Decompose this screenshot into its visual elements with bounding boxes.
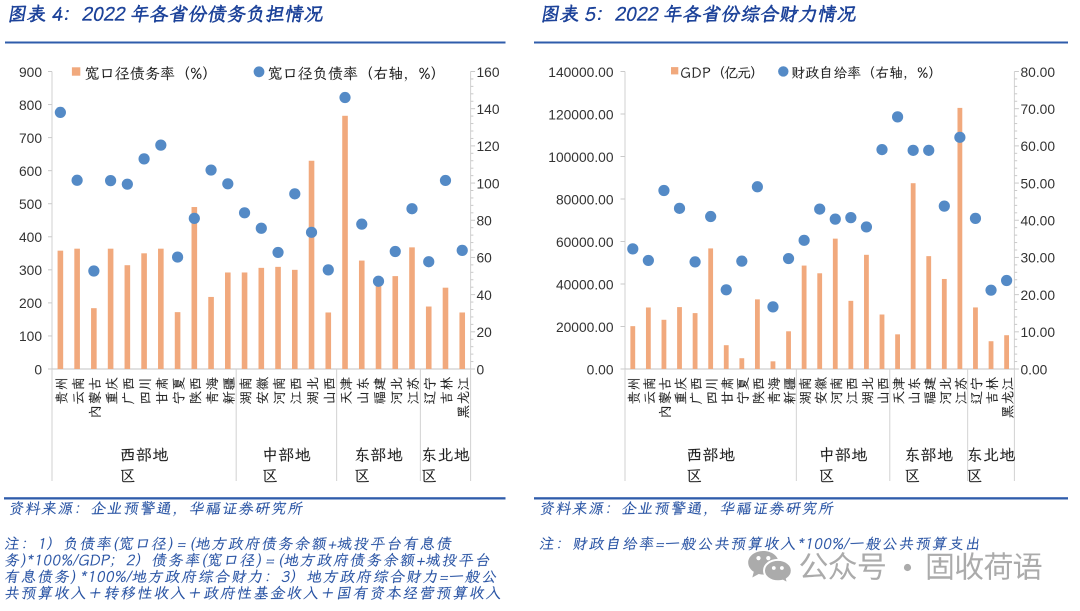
svg-text:20: 20 <box>477 325 493 340</box>
svg-text:30.00: 30.00 <box>1021 251 1056 266</box>
svg-text:20000.00: 20000.00 <box>556 320 614 335</box>
svg-text:160: 160 <box>477 65 500 80</box>
svg-text:60000.00: 60000.00 <box>556 235 614 250</box>
svg-text:100: 100 <box>477 176 500 191</box>
svg-text:60.00: 60.00 <box>1021 139 1056 154</box>
svg-text:10.00: 10.00 <box>1021 325 1056 340</box>
svg-text:300: 300 <box>19 263 42 278</box>
svg-text:0.00: 0.00 <box>1021 362 1048 377</box>
svg-text:20.00: 20.00 <box>1021 288 1056 303</box>
svg-text:200: 200 <box>19 296 42 311</box>
svg-text:80000.00: 80000.00 <box>556 192 614 207</box>
svg-text:40000.00: 40000.00 <box>556 277 614 292</box>
svg-text:500: 500 <box>19 197 42 212</box>
svg-text:70.00: 70.00 <box>1021 102 1056 117</box>
svg-text:800: 800 <box>19 98 42 113</box>
svg-text:400: 400 <box>19 230 42 245</box>
svg-text:600: 600 <box>19 164 42 179</box>
svg-text:80.00: 80.00 <box>1021 65 1056 80</box>
svg-text:100000.00: 100000.00 <box>548 150 614 165</box>
svg-text:700: 700 <box>19 131 42 146</box>
svg-text:120: 120 <box>477 139 500 154</box>
svg-text:900: 900 <box>19 65 42 80</box>
svg-text:80: 80 <box>477 214 493 229</box>
svg-text:0.00: 0.00 <box>587 362 614 377</box>
svg-text:50.00: 50.00 <box>1021 176 1056 191</box>
svg-text:40.00: 40.00 <box>1021 214 1056 229</box>
svg-text:120000.00: 120000.00 <box>548 107 614 122</box>
svg-text:0: 0 <box>477 362 485 377</box>
svg-text:60: 60 <box>477 251 493 266</box>
svg-text:100: 100 <box>19 329 42 344</box>
svg-text:0: 0 <box>34 362 42 377</box>
svg-text:140: 140 <box>477 102 500 117</box>
svg-text:40: 40 <box>477 288 493 303</box>
svg-text:140000.00: 140000.00 <box>548 65 614 80</box>
